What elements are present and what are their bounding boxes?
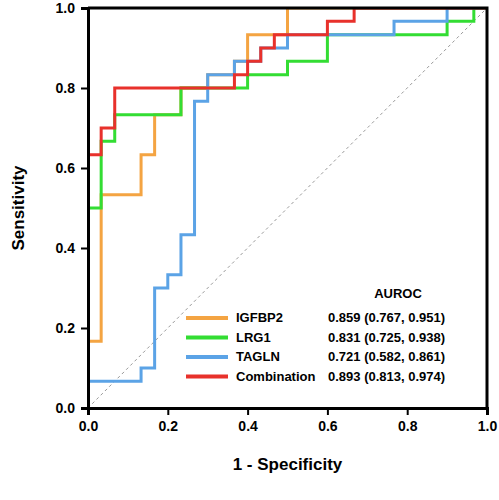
reference-line <box>88 8 487 408</box>
legend-auroc: 0.831 (0.725, 0.938) <box>328 330 445 345</box>
y-tick-mark <box>81 88 88 90</box>
y-tick: 1.0 <box>56 0 88 16</box>
legend-swatch <box>186 355 228 359</box>
plot-frame <box>88 8 487 408</box>
plot-area <box>88 8 487 408</box>
legend-label: TAGLN <box>236 349 280 364</box>
y-axis-title: Sensitivity <box>9 165 28 251</box>
legend: AUROC IGFBP2 0.859 (0.767, 0.951) LRG1 0.831… <box>186 286 445 384</box>
chart: 0.0 0.2 0.4 0.6 0.8 1.0 0.0 0.2 0.4 0.6 0.8 1.0 1 - … <box>0 0 499 500</box>
roc-curve <box>88 8 487 408</box>
x-tick-label: 1.0 <box>478 418 498 434</box>
y-tick: 0.6 <box>56 160 88 176</box>
y-tick: 0.2 <box>56 320 88 336</box>
y-tick-mark <box>81 408 88 410</box>
x-tick-mark <box>407 408 409 415</box>
legend-label: LRG1 <box>236 330 271 345</box>
y-tick-label: 0.8 <box>56 80 76 96</box>
y-axis-line <box>81 9 89 409</box>
legend-auroc: 0.859 (0.767, 0.951) <box>328 310 445 325</box>
x-tick: 1.0 <box>478 408 498 434</box>
y-tick-label: 0.6 <box>56 160 76 176</box>
y-tick-label: 1.0 <box>56 0 76 16</box>
legend-swatch <box>186 316 228 320</box>
y-tick-mark <box>81 168 88 170</box>
x-tick: 0.6 <box>318 408 338 434</box>
roc-curve <box>88 8 487 408</box>
x-axis: 0.0 0.2 0.4 0.6 0.8 1.0 <box>79 408 498 434</box>
legend-swatch <box>186 375 228 379</box>
x-tick-mark <box>327 408 329 415</box>
y-tick: 0.0 <box>56 400 88 416</box>
y-tick-mark <box>81 8 88 10</box>
legend-swatch <box>186 336 228 340</box>
x-axis-line <box>89 409 488 416</box>
x-tick-mark <box>247 408 249 415</box>
x-axis-title: 1 - Specificity <box>233 455 343 474</box>
x-tick-mark <box>167 408 169 415</box>
y-tick: 0.8 <box>56 80 88 96</box>
x-tick-mark <box>487 408 489 415</box>
y-tick-mark <box>81 248 88 250</box>
x-tick: 0.2 <box>159 408 179 434</box>
legend-label: Combination <box>236 369 315 384</box>
x-tick-label: 0.6 <box>318 418 338 434</box>
x-tick-label: 0.4 <box>238 418 258 434</box>
legend-label: IGFBP2 <box>236 310 283 325</box>
y-tick-label: 0.4 <box>56 240 76 256</box>
x-tick: 0.0 <box>79 408 99 434</box>
roc-curve <box>88 8 487 408</box>
x-tick: 0.4 <box>238 408 258 434</box>
x-tick-label: 0.0 <box>79 418 99 434</box>
roc-curve <box>88 8 487 408</box>
legend-auroc: 0.893 (0.813, 0.974) <box>328 369 445 384</box>
y-tick-label: 0.2 <box>56 320 76 336</box>
x-tick-label: 0.2 <box>159 418 179 434</box>
legend-title: AUROC <box>374 286 422 301</box>
legend-auroc: 0.721 (0.582, 0.861) <box>328 349 445 364</box>
x-tick-label: 0.8 <box>398 418 418 434</box>
y-axis: 0.0 0.2 0.4 0.6 0.8 1.0 <box>56 0 89 416</box>
y-tick: 0.4 <box>56 240 88 256</box>
y-tick-mark <box>81 328 88 330</box>
y-tick-label: 0.0 <box>56 400 76 416</box>
x-tick: 0.8 <box>398 408 418 434</box>
